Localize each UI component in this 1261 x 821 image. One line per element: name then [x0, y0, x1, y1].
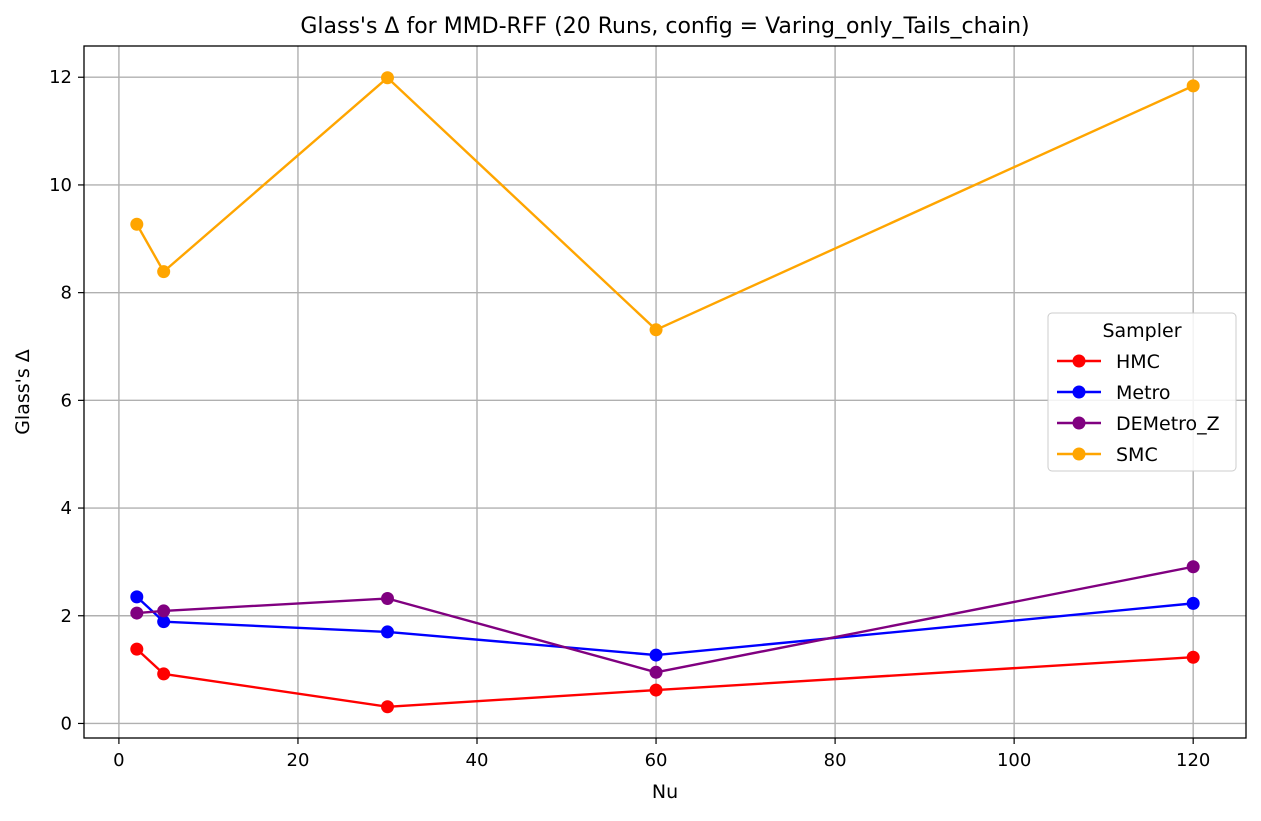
- axes: [78, 45, 1247, 744]
- tick-labels: 0 20 40 60 80 100 120 0 2 4 6 8 10 12: [49, 67, 1210, 771]
- data-point-DEMetro_Z: [1186, 560, 1200, 574]
- data-point-DEMetro_Z: [380, 592, 394, 606]
- y-tick-label: 10: [49, 175, 72, 196]
- data-point-Metro: [130, 590, 144, 604]
- data-point-SMC: [380, 71, 394, 85]
- x-tick-label: 100: [997, 750, 1031, 771]
- y-tick-label: 6: [61, 390, 72, 411]
- y-tick-label: 4: [61, 498, 72, 519]
- data-point-DEMetro_Z: [130, 606, 144, 620]
- legend-marker: [1072, 354, 1086, 368]
- legend-entries: HMC Metro DEMetro_Z SMC: [1057, 351, 1220, 466]
- x-tick-label: 20: [287, 750, 310, 771]
- data-point-DEMetro_Z: [649, 665, 663, 679]
- plot-frame: [83, 45, 1247, 739]
- series-DEMetro_Z: [130, 560, 1200, 679]
- y-axis-label: Glass's Δ: [12, 349, 34, 435]
- legend: Sampler HMC Metro DEMetro_Z SMC: [1047, 312, 1237, 472]
- x-tick-label: 120: [1176, 750, 1210, 771]
- legend-box: [1047, 312, 1237, 472]
- data-point-Metro: [380, 625, 394, 639]
- legend-title: Sampler: [1102, 320, 1181, 342]
- x-tick-label: 40: [466, 750, 489, 771]
- legend-label: HMC: [1116, 351, 1160, 373]
- data-point-SMC: [649, 323, 663, 337]
- data-point-HMC: [130, 642, 144, 656]
- legend-entry-SMC: SMC: [1057, 444, 1158, 466]
- data-point-SMC: [1186, 79, 1200, 93]
- series-layer: [130, 71, 1200, 714]
- series-HMC: [130, 642, 1200, 714]
- y-tick-label: 8: [61, 283, 72, 304]
- y-tick-label: 12: [49, 67, 72, 88]
- legend-label: DEMetro_Z: [1116, 413, 1220, 435]
- legend-entry-Metro: Metro: [1057, 382, 1171, 404]
- x-axis-label: Nu: [652, 781, 678, 803]
- legend-marker: [1072, 416, 1086, 430]
- legend-entry-HMC: HMC: [1057, 351, 1160, 373]
- x-tick-label: 0: [113, 750, 124, 771]
- data-point-Metro: [157, 615, 171, 629]
- data-point-HMC: [649, 683, 663, 697]
- legend-label: SMC: [1116, 444, 1158, 466]
- data-point-Metro: [649, 648, 663, 662]
- legend-label: Metro: [1116, 382, 1171, 404]
- y-tick-label: 2: [61, 606, 72, 627]
- data-point-Metro: [1186, 596, 1200, 610]
- x-tick-label: 60: [645, 750, 668, 771]
- data-point-DEMetro_Z: [157, 604, 171, 618]
- data-point-HMC: [157, 667, 171, 681]
- legend-entry-DEMetro_Z: DEMetro_Z: [1057, 413, 1220, 435]
- x-tick-label: 80: [824, 750, 847, 771]
- data-point-SMC: [157, 265, 171, 279]
- series-SMC: [130, 71, 1200, 337]
- y-tick-label: 0: [61, 713, 72, 734]
- data-point-HMC: [380, 700, 394, 714]
- data-point-HMC: [1186, 650, 1200, 664]
- legend-marker: [1072, 447, 1086, 461]
- chart-title: Glass's Δ for MMD-RFF (20 Runs, config =…: [300, 14, 1029, 39]
- data-point-SMC: [130, 217, 144, 231]
- legend-marker: [1072, 385, 1086, 399]
